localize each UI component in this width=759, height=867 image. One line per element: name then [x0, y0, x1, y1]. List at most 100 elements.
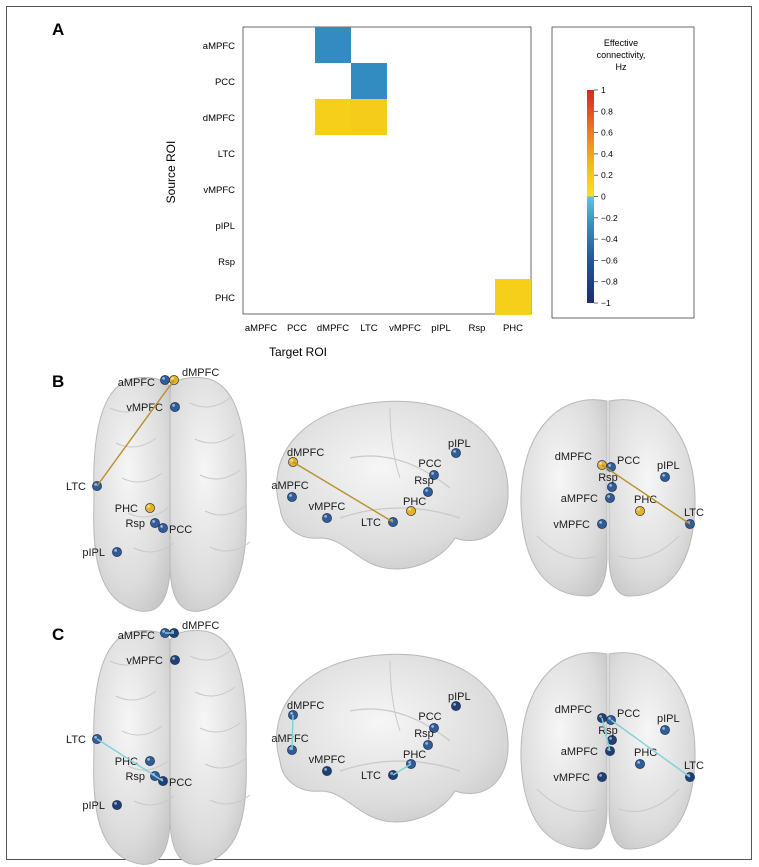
heatmap-border: [242, 26, 532, 315]
sulcus: [127, 507, 169, 518]
colorbar-tick-label: 0.2: [601, 170, 613, 180]
roi-node-highlight: [162, 630, 166, 633]
connectivity-heatmap: aMPFC PCC dMPFC LTC vMPFC pIPL Rsp PHC aMPFC PCC…: [164, 26, 532, 359]
roi-node-pIPL: [112, 800, 122, 810]
roi-label-dMPFC: dMPFC: [555, 704, 592, 716]
roi-node-vMPFC: [322, 513, 332, 523]
connection-edge: [292, 461, 394, 523]
roi-label-PCC: PCC: [418, 711, 441, 723]
roi-node-highlight: [172, 404, 176, 407]
roi-node-Rsp: [150, 518, 160, 528]
roi-label-pIPL: pIPL: [657, 713, 680, 725]
roi-node-highlight: [599, 521, 602, 524]
roi-node-highlight: [662, 727, 665, 730]
sulcus: [199, 469, 241, 480]
roi-node-highlight: [289, 494, 292, 497]
column-label-pIPL: pIPL: [431, 323, 451, 334]
roi-node-highlight: [599, 462, 602, 465]
roi-label-aMPFC: aMPFC: [271, 480, 308, 492]
axial-view-B: aMPFC dMPFC vMPFC LTC PHC Rsp PCC pIPL: [66, 367, 251, 612]
roi-node-PHC: [635, 506, 645, 516]
brain-coronal-left: [520, 652, 608, 850]
connection-edge: [96, 379, 175, 487]
roi-node-PHC: [145, 503, 155, 513]
roi-node-aMPFC: [605, 493, 615, 503]
sulcus: [339, 507, 461, 519]
axial-view-C: aMPFC dMPFC vMPFC LTC PHC Rsp PCC pIPL: [66, 620, 251, 865]
roi-node-highlight: [324, 768, 327, 771]
connection-edge: [601, 717, 611, 752]
roi-node-highlight: [453, 703, 456, 706]
roi-label-vMPFC: vMPFC: [126, 402, 163, 414]
brain-panel-B: aMPFC dMPFC vMPFC LTC PHC Rsp PCC pIPL dMPFC PCC p…: [66, 367, 704, 612]
roi-label-PHC: PHC: [403, 749, 426, 761]
colorbar-tick-label: −1: [601, 298, 611, 308]
roi-label-Rsp: Rsp: [125, 518, 145, 530]
colorbar-tick-label: 0.8: [601, 106, 613, 116]
connection-edge: [96, 738, 164, 782]
roi-label-dMPFC: dMPFC: [287, 700, 324, 712]
roi-label-dMPFC: dMPFC: [287, 447, 324, 459]
roi-node-highlight: [324, 515, 327, 518]
roi-node-highlight: [431, 472, 434, 475]
sulcus: [536, 535, 598, 559]
colorbar: Effective connectivity, Hz 1 0.8 0.6 0.4 0.2…: [551, 26, 695, 319]
sulcus: [349, 708, 451, 742]
sulcus: [109, 655, 151, 666]
colorbar-tick-label: 0.4: [601, 149, 613, 159]
roi-node-highlight: [114, 802, 117, 805]
roi-label-Rsp: Rsp: [414, 728, 434, 740]
heatmap-cell-PCC-LTC: [351, 63, 387, 99]
roi-label-pIPL: pIPL: [82, 547, 105, 559]
sulcus: [115, 690, 157, 701]
brain-sagittal-outline: [276, 653, 509, 823]
brain-coronal-right: [608, 652, 696, 850]
brain-views: aMPFC dMPFC vMPFC LTC PHC Rsp PCC pIPL dMPFC PCC p…: [66, 367, 704, 865]
roi-node-vMPFC: [597, 519, 607, 529]
colorbar-title-line-3: Hz: [616, 62, 627, 72]
roi-node-highlight: [453, 450, 456, 453]
row-label-Rsp: Rsp: [218, 257, 235, 268]
sulcus: [349, 455, 451, 489]
sulcus: [109, 402, 151, 413]
roi-label-aMPFC: aMPFC: [271, 733, 308, 745]
sulcus: [121, 472, 163, 483]
row-label-LTC: LTC: [218, 149, 235, 160]
colorbar-tick-label: 0: [601, 192, 606, 202]
brain-coronal-left: [520, 399, 608, 597]
column-label-LTC: LTC: [360, 323, 377, 334]
roi-node-highlight: [408, 761, 411, 764]
roi-node-highlight: [94, 483, 97, 486]
colorbar-ticks: 1 0.8 0.6 0.4 0.2 0 −0.2 −0.4 −0.6 −0.8 −1: [594, 85, 618, 308]
heatmap-cell-dMPFC-LTC: [351, 99, 387, 135]
row-label-PHC: PHC: [215, 293, 235, 304]
roi-label-pIPL: pIPL: [448, 438, 471, 450]
roi-node-highlight: [608, 464, 611, 467]
sulcus: [127, 760, 169, 771]
roi-node-highlight: [599, 774, 602, 777]
colorbar-tick-label: −0.8: [601, 277, 618, 287]
brain-right-hemisphere: [169, 377, 247, 612]
colorbar-title-line-2: connectivity,: [597, 50, 646, 60]
panel-a-label: A: [52, 20, 64, 39]
roi-node-highlight: [289, 747, 292, 750]
roi-node-highlight: [608, 717, 611, 720]
roi-node-pIPL: [660, 472, 670, 482]
roi-node-highlight: [425, 742, 428, 745]
sulcus: [115, 437, 157, 448]
roi-node-highlight: [662, 474, 665, 477]
roi-label-aMPFC: aMPFC: [561, 746, 598, 758]
x-axis-label: Target ROI: [269, 345, 327, 359]
roi-node-highlight: [171, 630, 175, 633]
roi-node-highlight: [390, 772, 393, 775]
column-label-dMPFC: dMPFC: [317, 323, 349, 334]
roi-label-Rsp: Rsp: [598, 725, 618, 737]
sulcus: [194, 433, 236, 444]
sulcus: [199, 722, 241, 733]
sulcus: [209, 541, 251, 552]
roi-label-LTC: LTC: [684, 507, 704, 519]
roi-label-PCC: PCC: [418, 458, 441, 470]
roi-label-vMPFC: vMPFC: [126, 655, 163, 667]
